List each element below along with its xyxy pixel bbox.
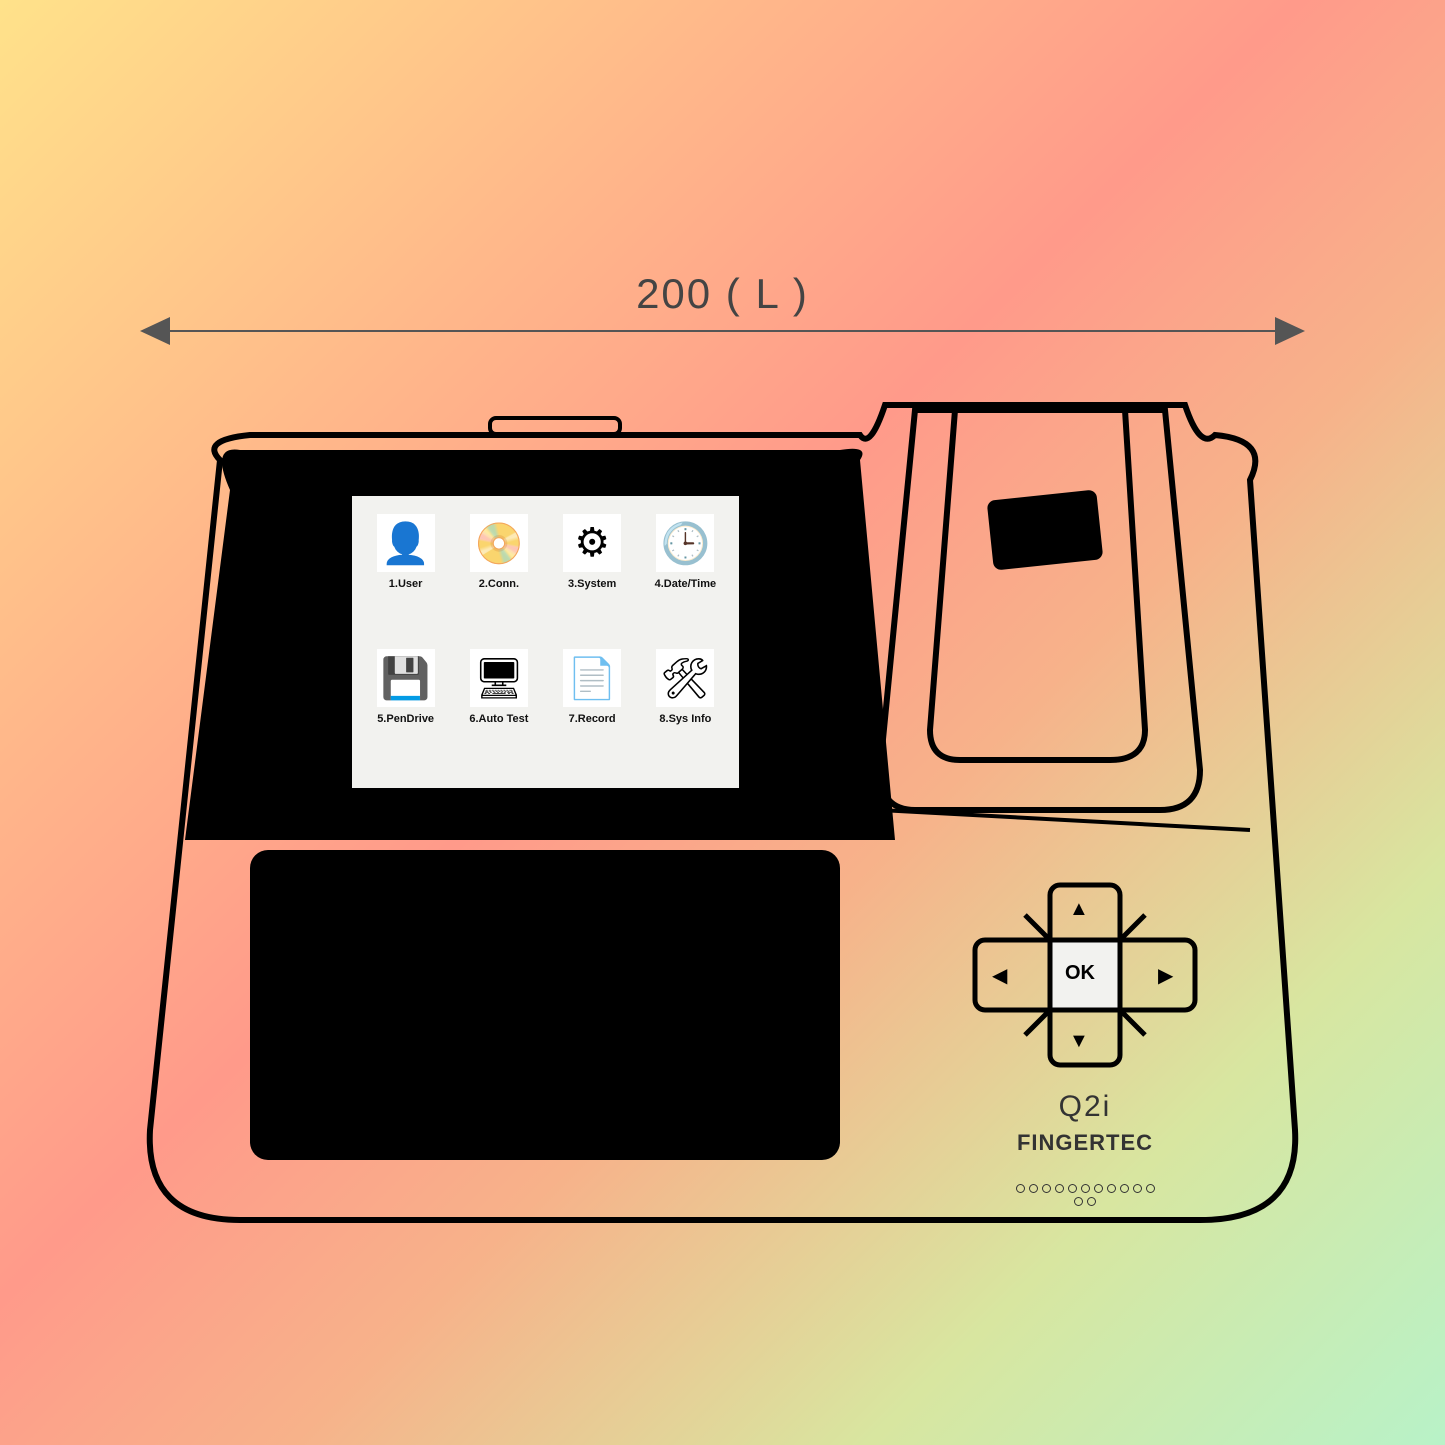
key-4[interactable]: 4GHI — [275, 940, 400, 1000]
menu-record-label: 7.Record — [569, 713, 616, 725]
dimension-label: 200 ( L ) — [0, 270, 1445, 318]
conn-icon: 📀 — [470, 514, 528, 572]
key-power[interactable]: ● — [691, 1080, 816, 1140]
fkey-f8[interactable]: F8 — [787, 740, 835, 788]
system-icon: ⚙ — [563, 514, 621, 572]
dimension-arrow-left — [140, 317, 170, 345]
key-5[interactable]: 5JKL — [414, 940, 539, 1000]
key-3[interactable]: 3DEF — [552, 870, 677, 930]
key-8[interactable]: 8TUV — [414, 1010, 539, 1070]
fkey-f3[interactable]: F3 — [267, 660, 315, 708]
key-back[interactable]: ← — [691, 1010, 816, 1070]
nav-left-icon[interactable]: ◀ — [992, 963, 1007, 988]
nav-right-icon[interactable]: ▶ — [1158, 963, 1173, 988]
fkey-f4[interactable]: F4 — [258, 740, 306, 788]
menu-system[interactable]: ⚙ 3.System — [549, 514, 636, 643]
nav-pad: ▲ ▼ ◀ ▶ OK — [970, 880, 1200, 1070]
key-esc[interactable]: ESC — [691, 870, 816, 930]
fkey-f1[interactable]: F1 — [285, 500, 333, 548]
menu-user-label: 1.User — [389, 578, 423, 590]
clock-icon: 🕒 — [656, 514, 714, 572]
menu-pendrive[interactable]: 💾 5.PenDrive — [362, 649, 449, 778]
key-1[interactable]: 1 — [275, 870, 400, 930]
key-star[interactable]: ✱ — [275, 1080, 400, 1140]
key-6[interactable]: 6MNO — [552, 940, 677, 1000]
nav-ok-button[interactable]: OK — [1065, 962, 1095, 985]
fkey-f2[interactable]: F2 — [276, 580, 324, 628]
key-0[interactable]: 0 — [414, 1080, 539, 1140]
key-7[interactable]: 7PQRS — [275, 1010, 400, 1070]
speaker-grille — [1010, 1180, 1160, 1210]
model-label: Q2i — [970, 1090, 1200, 1124]
dimension-line — [155, 330, 1290, 332]
menu-user[interactable]: 👤 1.User — [362, 514, 449, 643]
menu-record[interactable]: 📄 7.Record — [549, 649, 636, 778]
keypad: 1 2ABC 3DEF ESC 4GHI 5JKL 6MNO M/↵ 7PQRS… — [275, 870, 815, 1140]
device: F1 F2 F3 F4 F5 F6 F7 F8 👤 1.User 📀 2.Con… — [140, 400, 1300, 1230]
pendrive-icon: 💾 — [377, 649, 435, 707]
sysinfo-icon: 🛠 — [656, 649, 714, 707]
menu-datetime[interactable]: 🕒 4.Date/Time — [642, 514, 729, 643]
fkey-f7[interactable]: F7 — [778, 660, 826, 708]
autotest-icon: 🖥 — [470, 649, 528, 707]
fkey-f5[interactable]: F5 — [760, 500, 808, 548]
page-background: 200 ( L ) F1 F2 F3 F4 F5 F6 — [0, 0, 1445, 1445]
menu-sysinfo-label: 8.Sys Info — [659, 713, 711, 725]
key-menu[interactable]: M/↵ — [691, 940, 816, 1000]
menu-autotest-label: 6.Auto Test — [469, 713, 528, 725]
user-icon: 👤 — [377, 514, 435, 572]
fkey-f6[interactable]: F6 — [769, 580, 817, 628]
menu-pendrive-label: 5.PenDrive — [377, 713, 434, 725]
brand-label: FINGERTEC — [970, 1130, 1200, 1156]
nav-up-icon[interactable]: ▲ — [1069, 898, 1089, 921]
menu-system-label: 3.System — [568, 578, 616, 590]
key-2[interactable]: 2ABC — [414, 870, 539, 930]
dimension-arrow-right — [1275, 317, 1305, 345]
key-9[interactable]: 9WXYZ — [552, 1010, 677, 1070]
menu-screen: 👤 1.User 📀 2.Conn. ⚙ 3.System 🕒 4.Date/T… — [348, 492, 743, 792]
menu-autotest[interactable]: 🖥 6.Auto Test — [455, 649, 542, 778]
key-hash[interactable]: # — [552, 1080, 677, 1140]
record-icon: 📄 — [563, 649, 621, 707]
menu-conn-label: 2.Conn. — [479, 578, 519, 590]
menu-conn[interactable]: 📀 2.Conn. — [455, 514, 542, 643]
nav-down-icon[interactable]: ▼ — [1069, 1030, 1089, 1053]
menu-datetime-label: 4.Date/Time — [655, 578, 717, 590]
menu-sysinfo[interactable]: 🛠 8.Sys Info — [642, 649, 729, 778]
